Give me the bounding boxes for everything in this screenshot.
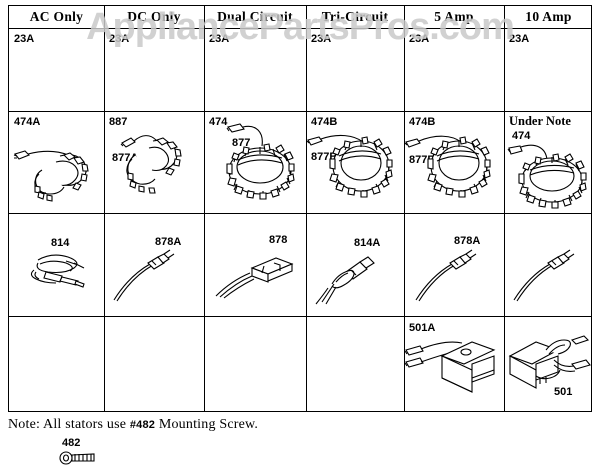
harness-drawing-878a-5amp (412, 244, 484, 302)
note-hash: # (129, 419, 137, 431)
stator-drawing-887 (108, 128, 192, 200)
note-part-number: 482 (136, 419, 156, 431)
table-hline-1 (9, 111, 591, 112)
stator-drawing-474 (222, 120, 300, 206)
regulator-drawing-501 (506, 330, 594, 389)
part-label-501: 501 (554, 386, 573, 398)
table-hline-2 (9, 213, 591, 214)
harness-drawing-878a-dc (110, 244, 182, 302)
note-suffix: Mounting Screw. (158, 417, 259, 432)
regulator-drawing-501a (404, 332, 502, 393)
column-header-tri-circuit: Tri-Circuit (321, 9, 389, 24)
stator-drawing-474a (12, 142, 98, 202)
part-label-877: 877 (232, 137, 251, 149)
stator-drawing-474b-5amp (404, 130, 491, 202)
part-label-474-under-note: 474 (512, 130, 531, 142)
part-label-23a-ac-only: 23A (14, 33, 35, 45)
part-label-501a: 501A (409, 322, 436, 334)
part-label-23a-dc-only: 23A (109, 33, 130, 45)
table-vline-4 (404, 6, 405, 411)
table-hline-header (9, 28, 591, 29)
part-label-814a: 814A (354, 237, 381, 249)
table-vline-1 (104, 6, 105, 411)
part-label-23a-dual-circuit: 23A (209, 33, 230, 45)
note-text: Note: All stators use #482 Mounting Scre… (8, 417, 258, 433)
part-label-23a-5-amp: 23A (409, 33, 430, 45)
column-header-5-amp: 5 Amp (434, 9, 474, 24)
part-label-under-note: Under Note (509, 114, 571, 128)
part-label-878a-5amp: 878A (454, 235, 481, 247)
part-label-474b-5amp: 474B (409, 116, 436, 128)
part-label-23a-tri-circuit: 23A (311, 33, 332, 45)
column-header-10-amp: 10 Amp (525, 9, 572, 24)
harness-drawing-814a (310, 244, 382, 306)
part-label-474a: 474A (14, 116, 41, 128)
table-vline-5 (504, 6, 505, 411)
part-label-887: 887 (109, 116, 128, 128)
part-label-878: 878 (269, 234, 288, 246)
screw-label-482: 482 (62, 437, 81, 449)
note-prefix: Note: All stators use (8, 417, 127, 432)
harness-drawing-878a-10amp (510, 244, 582, 302)
table-vline-3 (306, 6, 307, 411)
stator-drawing-474b-tri (306, 130, 393, 202)
part-label-23a-10-amp: 23A (509, 33, 530, 45)
stator-drawing-under-note-474 (506, 140, 590, 209)
table-hline-3 (9, 316, 591, 317)
table-vline-2 (204, 6, 205, 411)
part-label-474b-tri: 474B (311, 116, 338, 128)
part-label-474: 474 (209, 116, 228, 128)
part-label-814: 814 (51, 237, 70, 249)
mounting-screw-icon (58, 449, 100, 472)
column-header-dc-only: DC Only (127, 9, 181, 24)
harness-drawing-878 (212, 246, 296, 299)
parts-chart-table: AC Only DC Only Dual Circuit Tri-Circuit… (8, 5, 592, 412)
column-header-dual-circuit: Dual Circuit (217, 9, 293, 24)
harness-drawing-814 (22, 248, 100, 290)
column-header-ac-only: AC Only (29, 9, 84, 24)
part-label-878a-dc: 878A (155, 236, 182, 248)
